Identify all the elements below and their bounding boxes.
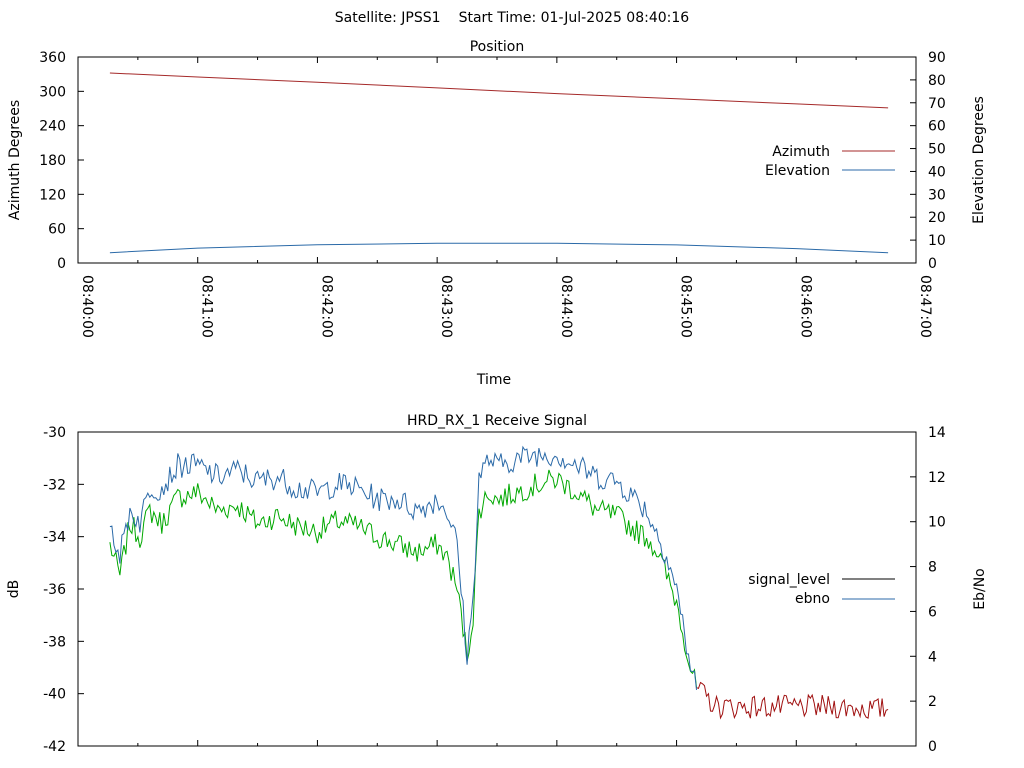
y2-tick-label: 4 [928, 649, 937, 665]
y2-tick-label: 80 [928, 73, 946, 89]
position-legend: Azimuth Elevation [765, 144, 895, 179]
x-tick-label: 08:43:00 [438, 275, 454, 338]
y2-tick-label: 0 [928, 739, 937, 755]
legend-label-ebno: ebno [795, 591, 830, 607]
y2-tick-label: 60 [928, 119, 946, 135]
legend-label-azimuth: Azimuth [772, 144, 830, 160]
receive-signal-y-axis-label: dB [6, 580, 22, 599]
position-ticks-layer: 0 60 120 180 240 300 360 0 10 20 30 40 50 60 70 80 90 08:… [39, 50, 946, 338]
position-chart: Position 0 60 120 180 240 300 360 0 10 20 30 40 50 60… [7, 39, 987, 388]
y-tick-label: -38 [43, 634, 66, 650]
elevation-line [109, 242, 889, 254]
receive-signal-series-layer [109, 445, 889, 720]
satellite-label: Satellite: JPSS1 [335, 10, 441, 26]
x-tick-label: 08:42:00 [318, 275, 334, 338]
y-tick-label: -34 [43, 530, 66, 546]
y2-tick-label: 2 [928, 694, 937, 710]
y2-tick-label: 14 [928, 425, 946, 441]
y-tick-label: -36 [43, 582, 66, 598]
y2-tick-label: 6 [928, 604, 937, 620]
x-tick-label: 08:47:00 [917, 275, 933, 338]
ebno-line [109, 445, 697, 690]
signal-level-noise-floor-line [696, 681, 889, 720]
y2-tick-label: 20 [928, 210, 946, 226]
position-x-axis-label: Time [476, 372, 511, 388]
y-tick-label: -40 [43, 687, 66, 703]
y2-tick-label: 90 [928, 50, 946, 66]
y-tick-label: -42 [43, 739, 66, 755]
receive-signal-chart-title: HRD_RX_1 Receive Signal [407, 413, 587, 429]
position-y-axis-label: Azimuth Degrees [7, 100, 23, 220]
y2-tick-label: 50 [928, 142, 946, 158]
legend-label-signal-level: signal_level [748, 572, 830, 588]
figure-header: Satellite: JPSS1 Start Time: 01-Jul-2025 … [335, 10, 689, 26]
position-y2-axis-label: Elevation Degrees [971, 96, 987, 224]
y2-tick-label: 12 [928, 470, 946, 486]
y-tick-label: 120 [39, 187, 66, 203]
y2-tick-label: 10 [928, 515, 946, 531]
signal-level-line [109, 469, 697, 688]
receive-signal-ticks-layer: -30 -32 -34 -36 -38 -40 -42 0 2 4 6 8 10 12 14 [43, 425, 946, 755]
position-plot-frame [77, 56, 917, 264]
receive-signal-chart: HRD_RX_1 Receive Signal -30-32-34-36-38-… [6, 413, 988, 755]
y2-tick-label: 40 [928, 164, 946, 180]
start-time-label: Start Time: 01-Jul-2025 08:40:16 [459, 10, 690, 26]
position-chart-title: Position [470, 39, 525, 55]
y2-tick-label: 0 [928, 256, 937, 272]
y-tick-label: 360 [39, 50, 66, 66]
y2-tick-label: 10 [928, 233, 946, 249]
azimuth-line [109, 72, 889, 109]
receive-signal-legend: signal_level ebno [748, 572, 895, 607]
y-tick-label: -32 [43, 477, 66, 493]
y-tick-label: 240 [39, 119, 66, 135]
y2-tick-label: 70 [928, 96, 946, 112]
y-tick-label: 300 [39, 84, 66, 100]
receive-signal-y2-axis-label: Eb/No [972, 568, 988, 610]
y-tick-label: 180 [39, 153, 66, 169]
x-tick-label: 08:45:00 [678, 275, 694, 338]
y-tick-label: 0 [57, 256, 66, 272]
x-tick-label: 08:44:00 [558, 275, 574, 338]
y-tick-label: -30 [43, 425, 66, 441]
position-series-layer [109, 72, 889, 254]
y2-tick-label: 30 [928, 187, 946, 203]
receive-signal-plot-frame [77, 431, 917, 747]
legend-label-elevation: Elevation [765, 163, 830, 179]
x-tick-label: 08:40:00 [79, 275, 95, 338]
x-tick-label: 08:46:00 [797, 275, 813, 338]
y-tick-label: 60 [48, 222, 66, 238]
x-tick-label: 08:41:00 [199, 275, 215, 338]
y2-tick-label: 8 [928, 560, 937, 576]
